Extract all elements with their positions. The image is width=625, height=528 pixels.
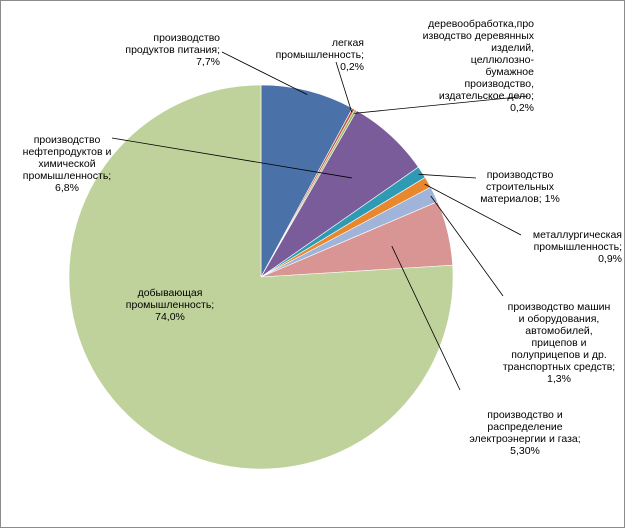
leader-line <box>424 183 522 236</box>
slice-label-4: производство строительных материалов; 1% <box>480 169 560 205</box>
leader-line <box>418 173 477 179</box>
pie-slice <box>260 84 353 278</box>
slice-label-3: производство нефтепродуктов и химической… <box>22 134 112 194</box>
slice-label-5: металлургическая промышленность; 0,9% <box>532 229 622 265</box>
pie-slice <box>68 84 454 470</box>
leader-line <box>353 95 529 114</box>
leader-line <box>111 137 352 179</box>
leader-line <box>335 61 353 113</box>
leader-line <box>430 195 504 297</box>
slice-label-6: производство машин и оборудования, автом… <box>502 301 616 385</box>
slice-label-0: производство продуктов питания; 7,7% <box>125 32 220 68</box>
leader-line <box>221 51 308 95</box>
slice-label-2: деревообработка,про изводство деревянных… <box>422 18 534 114</box>
slice-label-1: легкая промышленность; 0,2% <box>275 37 364 73</box>
slice-label-8: добывающая промышленность; 74,0% <box>125 287 215 323</box>
slice-label-7: производство и распределение электроэнер… <box>469 409 581 457</box>
leader-line <box>391 245 461 391</box>
